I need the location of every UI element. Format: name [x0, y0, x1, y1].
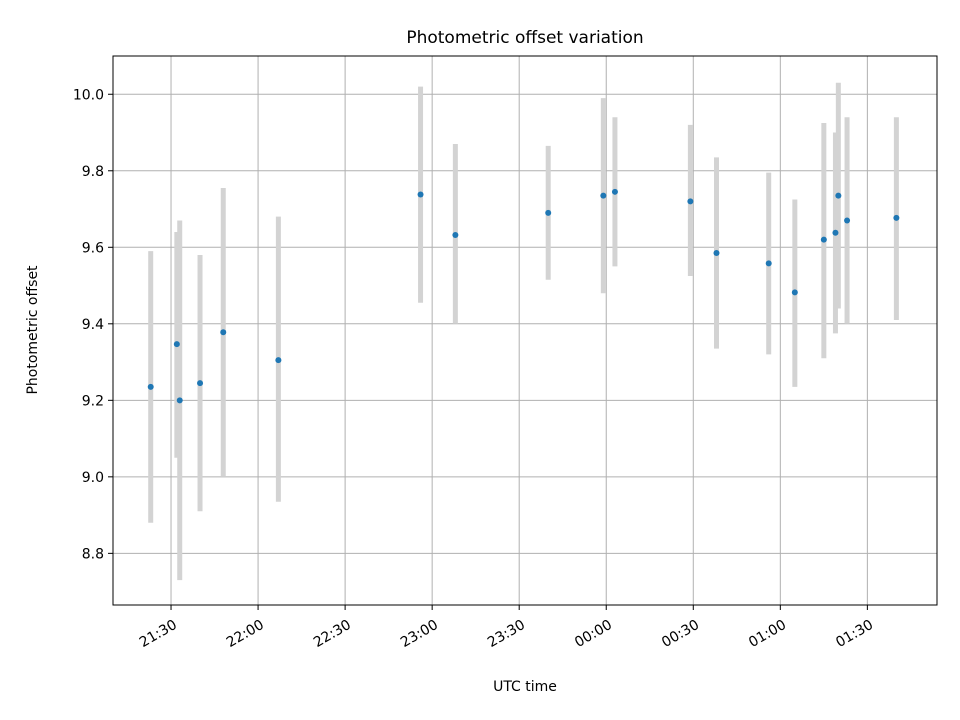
data-point: [844, 217, 851, 224]
data-point: [820, 236, 827, 243]
data-point: [197, 380, 204, 387]
data-point: [835, 192, 842, 199]
grid: [113, 56, 937, 605]
data-point: [417, 191, 424, 198]
plot-frame: [112, 55, 938, 606]
data-point: [176, 397, 183, 404]
data-point: [687, 198, 694, 205]
y-tick-label: 10.0: [73, 87, 104, 103]
chart-title: Photometric offset variation: [406, 28, 643, 48]
y-tick-label: 9.2: [82, 393, 104, 409]
y-tick-label: 8.8: [82, 546, 104, 562]
data-point: [791, 289, 798, 296]
y-axis-label: Photometric offset: [25, 265, 41, 395]
data-point: [832, 229, 839, 236]
data-point: [765, 260, 772, 267]
data-point: [713, 250, 720, 257]
data-point: [173, 341, 180, 348]
data-point: [600, 192, 607, 199]
y-tick-label: 9.4: [82, 317, 104, 333]
data-point: [545, 209, 552, 216]
data-point: [147, 383, 154, 390]
y-tick-label: 9.0: [82, 470, 104, 486]
data-points: [147, 188, 900, 404]
y-tick-label: 9.8: [82, 164, 104, 180]
data-point: [452, 232, 459, 239]
data-point: [611, 188, 618, 195]
y-axis-ticks: 8.8 9.0 9.2 9.4 9.6 9.8 10.0: [73, 87, 113, 562]
y-tick-label: 9.6: [82, 240, 104, 256]
data-point: [275, 357, 282, 364]
data-point: [893, 214, 900, 221]
x-axis-label: UTC time: [493, 679, 557, 695]
data-point: [220, 329, 227, 336]
